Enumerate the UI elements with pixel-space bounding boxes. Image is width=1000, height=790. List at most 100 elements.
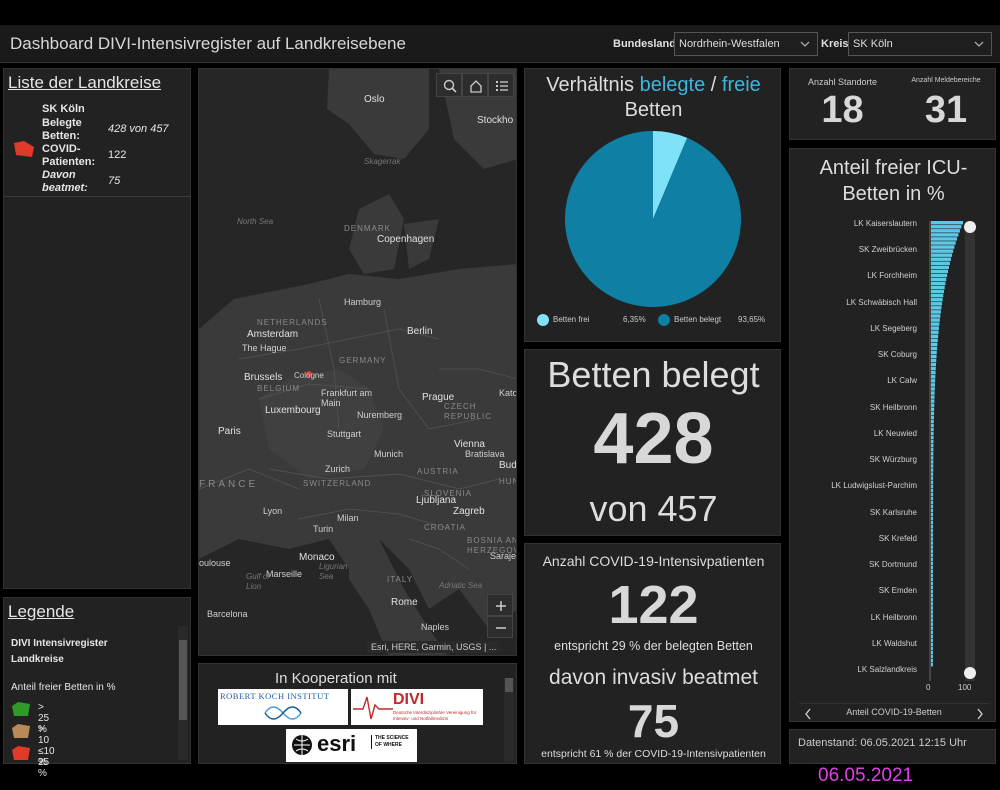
bar[interactable] — [931, 395, 935, 399]
bar[interactable] — [931, 622, 933, 626]
bar[interactable] — [931, 306, 942, 310]
bar[interactable] — [931, 293, 944, 298]
bar[interactable] — [931, 427, 934, 432]
chevron-right-icon[interactable] — [975, 707, 985, 721]
bar[interactable] — [931, 521, 934, 525]
bar[interactable] — [931, 504, 934, 509]
pie-chart[interactable] — [565, 131, 741, 307]
bar[interactable] — [931, 289, 944, 294]
zoom-in-button[interactable] — [487, 594, 513, 616]
divi-logo[interactable]: DIVI Deutsche Interdisziplinäre Vereinig… — [351, 689, 483, 725]
bar[interactable] — [931, 261, 950, 265]
bar[interactable] — [931, 326, 939, 330]
bar[interactable] — [931, 456, 934, 460]
bar[interactable] — [931, 423, 934, 428]
bar[interactable] — [931, 249, 954, 253]
bar[interactable] — [931, 585, 934, 590]
bar[interactable] — [931, 439, 934, 444]
bar[interactable] — [931, 225, 962, 229]
bar[interactable] — [931, 419, 934, 424]
bar[interactable] — [931, 221, 963, 225]
bar[interactable] — [931, 371, 936, 375]
bar[interactable] — [931, 626, 933, 630]
bar[interactable] — [931, 383, 935, 387]
bar[interactable] — [931, 569, 934, 574]
bar[interactable] — [931, 618, 934, 622]
bar[interactable] — [931, 537, 934, 541]
bar[interactable] — [931, 233, 959, 237]
bar[interactable] — [931, 342, 938, 347]
bar[interactable] — [931, 391, 935, 395]
bar[interactable] — [931, 338, 938, 343]
bar[interactable] — [931, 237, 958, 241]
bar[interactable] — [931, 549, 934, 553]
bar[interactable] — [931, 411, 935, 416]
bar[interactable] — [931, 516, 934, 521]
chevron-left-icon[interactable] — [803, 707, 813, 721]
bar[interactable] — [931, 257, 951, 261]
bar[interactable] — [931, 407, 935, 411]
bar[interactable] — [931, 630, 933, 634]
bar[interactable] — [931, 354, 937, 359]
bar[interactable] — [931, 650, 933, 655]
bar[interactable] — [931, 302, 942, 306]
bar[interactable] — [931, 318, 940, 322]
bar[interactable] — [931, 379, 936, 383]
bar[interactable] — [931, 553, 934, 557]
bar[interactable] — [931, 602, 934, 606]
bar[interactable] — [931, 431, 934, 436]
bar[interactable] — [931, 330, 939, 334]
bundesland-select[interactable]: Nordrhein-Westfalen — [674, 32, 818, 56]
bar[interactable] — [931, 415, 934, 420]
bar[interactable] — [931, 512, 934, 517]
bar[interactable] — [931, 452, 934, 456]
bar[interactable] — [931, 277, 947, 282]
bar[interactable] — [931, 529, 934, 533]
bar[interactable] — [931, 642, 933, 647]
bar[interactable] — [931, 484, 934, 488]
rki-logo[interactable]: ROBERT KOCH INSTITUT — [218, 689, 348, 725]
bar[interactable] — [931, 561, 934, 566]
cooperation-scrollbar[interactable] — [504, 678, 514, 762]
bar-chart[interactable] — [928, 221, 978, 681]
bar[interactable] — [931, 581, 934, 586]
bar[interactable] — [931, 468, 934, 472]
range-handle-top[interactable] — [964, 221, 976, 233]
bar[interactable] — [931, 545, 934, 549]
bar[interactable] — [931, 350, 937, 355]
bar[interactable] — [931, 269, 949, 274]
bar[interactable] — [931, 589, 934, 594]
bar[interactable] — [931, 577, 934, 582]
bar[interactable] — [931, 322, 940, 326]
esri-logo[interactable]: esri THE SCIENCE OF WHERE — [286, 729, 417, 762]
bar[interactable] — [931, 399, 935, 403]
bar[interactable] — [931, 265, 949, 270]
bar[interactable] — [931, 366, 936, 371]
bar[interactable] — [931, 362, 937, 367]
bar[interactable] — [931, 387, 935, 391]
bar[interactable] — [931, 281, 946, 286]
bar[interactable] — [931, 573, 934, 578]
bar[interactable] — [931, 476, 934, 480]
bar[interactable] — [931, 253, 953, 257]
bar[interactable] — [931, 598, 934, 602]
bar[interactable] — [931, 565, 934, 570]
range-handle-bottom[interactable] — [964, 667, 976, 679]
bar[interactable] — [931, 606, 934, 610]
pie-slice-free[interactable] — [653, 131, 688, 219]
bar[interactable] — [931, 375, 936, 379]
bar[interactable] — [931, 492, 934, 497]
bar[interactable] — [931, 310, 941, 314]
bar[interactable] — [931, 241, 956, 245]
bar[interactable] — [931, 464, 934, 468]
pie-slice-occupied[interactable] — [565, 131, 741, 307]
bar[interactable] — [931, 435, 934, 440]
bar[interactable] — [931, 508, 934, 513]
legend-scrollbar[interactable] — [178, 626, 188, 760]
bar[interactable] — [931, 229, 960, 233]
bar[interactable] — [931, 557, 934, 561]
kreis-select[interactable]: SK Köln — [848, 32, 992, 56]
bar[interactable] — [931, 480, 934, 484]
map-attribution[interactable]: Esri, HERE, Garmin, USGS | ... — [367, 641, 501, 653]
bar[interactable] — [931, 314, 941, 318]
